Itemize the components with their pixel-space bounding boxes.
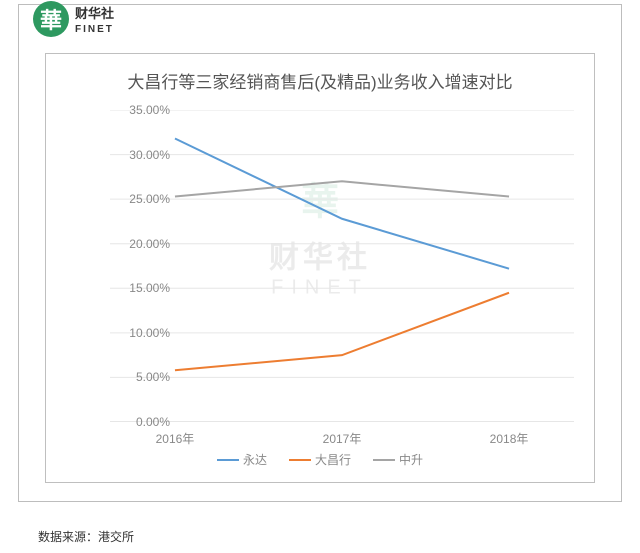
legend-label: 大昌行	[315, 451, 351, 468]
brand-text: 财华社 FINET	[75, 7, 114, 37]
chart-title: 大昌行等三家经销商售后(及精品)业务收入增速对比	[46, 54, 594, 93]
y-tick-label: 25.00%	[120, 192, 170, 206]
x-tick-label: 2018年	[490, 430, 529, 447]
y-tick-label: 5.00%	[120, 370, 170, 384]
logo-badge-icon: 華	[33, 1, 69, 37]
x-tick-label: 2016年	[156, 430, 195, 447]
legend-item: 大昌行	[289, 451, 351, 468]
chart-container: 大昌行等三家经销商售后(及精品)业务收入增速对比 華 财华社 FINET 0.0…	[45, 53, 595, 483]
legend-swatch	[289, 459, 311, 461]
y-tick-label: 15.00%	[120, 281, 170, 295]
y-tick-label: 10.00%	[120, 326, 170, 340]
legend-item: 永达	[217, 451, 267, 468]
y-tick-label: 0.00%	[120, 415, 170, 429]
series-line	[175, 181, 509, 196]
legend-swatch	[373, 459, 395, 461]
brand-cn: 财华社	[75, 6, 114, 21]
data-source: 数据来源：港交所	[38, 528, 622, 545]
brand-en: FINET	[75, 24, 114, 35]
series-line	[175, 139, 509, 269]
x-tick-label: 2017年	[323, 430, 362, 447]
legend-label: 永达	[243, 451, 267, 468]
y-tick-label: 35.00%	[120, 103, 170, 117]
legend-swatch	[217, 459, 239, 461]
chart-svg	[110, 110, 574, 422]
legend-item: 中升	[373, 451, 423, 468]
outer-frame: 華 财华社 FINET 大昌行等三家经销商售后(及精品)业务收入增速对比 華 财…	[18, 4, 622, 502]
plot-area: 0.00%5.00%10.00%15.00%20.00%25.00%30.00%…	[110, 110, 574, 422]
legend: 永达 大昌行 中升	[46, 451, 594, 468]
series-line	[175, 293, 509, 371]
y-tick-label: 20.00%	[120, 237, 170, 251]
header: 華 财华社 FINET	[19, 5, 621, 53]
legend-label: 中升	[399, 451, 423, 468]
y-tick-label: 30.00%	[120, 148, 170, 162]
